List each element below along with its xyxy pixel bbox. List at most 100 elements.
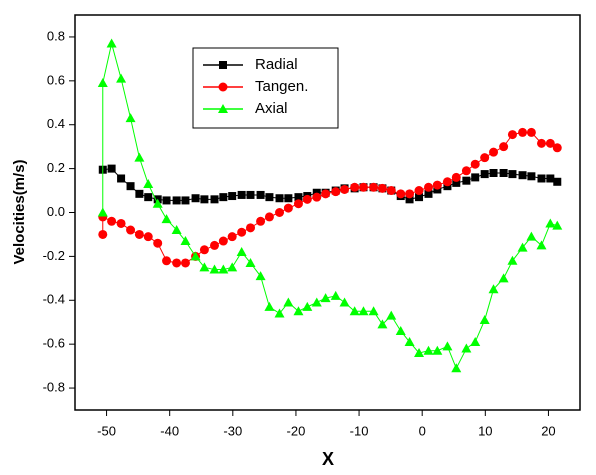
marker — [219, 193, 228, 202]
marker — [369, 182, 379, 192]
marker — [302, 301, 313, 311]
marker — [536, 138, 546, 148]
marker — [264, 212, 274, 222]
marker — [210, 240, 220, 250]
marker — [552, 143, 562, 153]
marker — [283, 203, 293, 213]
marker — [395, 326, 406, 335]
marker — [210, 195, 219, 204]
marker — [245, 257, 256, 267]
y-tick-label: -0.2 — [43, 248, 65, 263]
marker — [451, 172, 461, 182]
marker — [200, 195, 209, 204]
marker — [350, 182, 360, 192]
marker — [546, 174, 555, 183]
marker — [452, 178, 461, 187]
x-tick-label: -40 — [160, 423, 179, 438]
marker — [331, 187, 341, 197]
marker — [526, 231, 537, 241]
x-tick-label: 20 — [541, 423, 555, 438]
marker — [227, 262, 238, 272]
marker — [161, 214, 172, 224]
marker — [405, 189, 415, 199]
marker — [405, 195, 414, 204]
marker — [545, 138, 555, 148]
x-tick-label: -50 — [97, 423, 116, 438]
marker — [180, 236, 191, 246]
marker — [479, 315, 490, 325]
marker — [218, 236, 228, 246]
marker — [134, 229, 144, 239]
marker — [432, 345, 443, 355]
legend-marker — [218, 104, 228, 113]
marker — [507, 255, 518, 265]
marker — [135, 189, 144, 198]
marker — [116, 218, 126, 228]
marker — [256, 216, 266, 226]
marker — [499, 169, 508, 177]
y-tick-label: 0.2 — [47, 160, 65, 175]
marker — [209, 264, 220, 274]
marker — [236, 247, 247, 256]
marker — [162, 256, 172, 266]
marker — [480, 153, 490, 163]
x-axis-label: X — [322, 449, 334, 469]
marker — [462, 176, 471, 185]
marker — [386, 186, 396, 196]
marker — [461, 343, 472, 353]
marker — [517, 242, 528, 252]
marker — [340, 184, 350, 194]
marker — [199, 245, 209, 255]
marker — [256, 190, 265, 199]
marker — [470, 159, 480, 169]
y-tick-label: -0.8 — [43, 379, 65, 394]
marker — [312, 192, 322, 202]
legend-label: Axial — [255, 100, 288, 117]
legend-label: Tangen. — [255, 78, 308, 95]
marker — [320, 293, 331, 303]
marker — [489, 147, 499, 157]
marker — [442, 341, 453, 351]
marker — [126, 225, 136, 235]
marker — [526, 127, 536, 137]
marker — [245, 223, 255, 233]
marker — [237, 190, 246, 199]
marker — [470, 336, 481, 346]
marker — [377, 319, 388, 329]
marker — [471, 173, 480, 182]
legend-marker — [219, 61, 227, 69]
marker — [358, 182, 368, 192]
marker — [275, 194, 284, 203]
marker — [143, 178, 154, 188]
marker — [126, 182, 135, 191]
marker — [507, 130, 517, 140]
marker — [293, 199, 303, 209]
marker — [414, 186, 424, 196]
marker — [358, 306, 369, 316]
marker — [499, 142, 509, 152]
marker — [451, 363, 462, 373]
y-tick-label: -0.4 — [43, 292, 65, 307]
marker — [153, 238, 163, 248]
marker — [255, 271, 266, 281]
marker — [191, 194, 200, 203]
marker — [508, 170, 517, 179]
marker — [228, 192, 237, 201]
y-tick-label: -0.6 — [43, 336, 65, 351]
marker — [284, 194, 293, 203]
x-tick-label: -30 — [223, 423, 242, 438]
y-tick-label: 0.4 — [47, 116, 65, 131]
marker — [386, 310, 397, 320]
legend-box — [192, 47, 339, 129]
marker — [265, 193, 274, 202]
marker — [116, 73, 127, 83]
marker — [536, 240, 547, 250]
marker — [518, 127, 528, 137]
marker — [488, 284, 499, 294]
marker — [107, 216, 117, 226]
marker — [498, 273, 509, 283]
marker — [117, 174, 126, 183]
marker — [181, 196, 190, 205]
marker — [377, 183, 387, 193]
